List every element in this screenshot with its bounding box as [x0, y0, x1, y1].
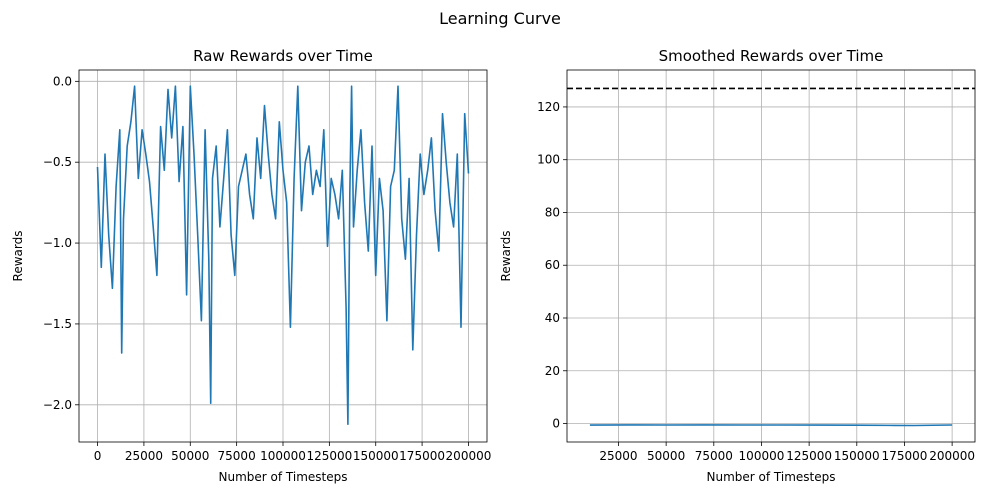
smoothed-y-tick-label: 100: [537, 153, 560, 167]
smoothed-x-tick-label: 200000: [929, 449, 975, 463]
raw-chart-title: Raw Rewards over Time: [193, 47, 373, 65]
smoothed-x-axis-label: Number of Timesteps: [707, 470, 836, 484]
raw-x-tick-label: 25000: [125, 449, 163, 463]
raw-x-axis-label: Number of Timesteps: [219, 470, 348, 484]
smoothed-y-tick-label: 20: [545, 364, 560, 378]
smoothed-y-tick-label: 0: [552, 417, 560, 431]
smoothed-chart-title: Smoothed Rewards over Time: [659, 47, 884, 65]
smoothed-y-tick-label: 120: [537, 100, 560, 114]
raw-y-tick-label: −1.5: [43, 317, 72, 331]
raw-y-tick-label: −2.0: [43, 398, 72, 412]
raw-y-tick-label: −1.0: [43, 236, 72, 250]
raw-y-axis-label: Rewards: [11, 231, 25, 282]
smoothed-x-tick-label: 50000: [647, 449, 685, 463]
raw-rewards-line: [96, 85, 470, 426]
raw-x-tick-label: 125000: [306, 449, 352, 463]
raw-y-tick-label: 0.0: [53, 74, 72, 88]
raw-x-tick-label: 0: [94, 449, 102, 463]
raw-x-tick-label: 175000: [399, 449, 445, 463]
smoothed-rewards-chart: 25000 50000 75000 100000 125000 150000 175000 2…: [499, 47, 976, 484]
smoothed-x-tick-label: 25000: [599, 449, 637, 463]
smoothed-x-tick-label: 150000: [834, 449, 880, 463]
smoothed-y-axis-label: Rewards: [499, 231, 513, 282]
raw-y-tick-label: −0.5: [43, 155, 72, 169]
smoothed-y-tick-label: 40: [545, 311, 560, 325]
raw-x-tick-label: 200000: [446, 449, 492, 463]
smoothed-x-tick-label: 100000: [739, 449, 785, 463]
smoothed-y-tick-label: 60: [545, 258, 560, 272]
raw-x-tick-label: 50000: [171, 449, 209, 463]
smoothed-x-tick-label: 175000: [882, 449, 928, 463]
smoothed-axes-frame: [566, 69, 976, 443]
smoothed-rewards-line: [589, 424, 953, 427]
raw-rewards-chart: 0 25000 50000 75000 100000 125000 150000 175000…: [11, 47, 491, 484]
smoothed-y-tick-label: 80: [545, 205, 560, 219]
raw-x-tick-label: 75000: [218, 449, 256, 463]
raw-x-tick-label: 100000: [260, 449, 306, 463]
smoothed-x-tick-label: 125000: [786, 449, 832, 463]
raw-x-tick-label: 150000: [353, 449, 399, 463]
figure-suptitle: Learning Curve: [439, 9, 561, 28]
smoothed-x-tick-label: 75000: [695, 449, 733, 463]
